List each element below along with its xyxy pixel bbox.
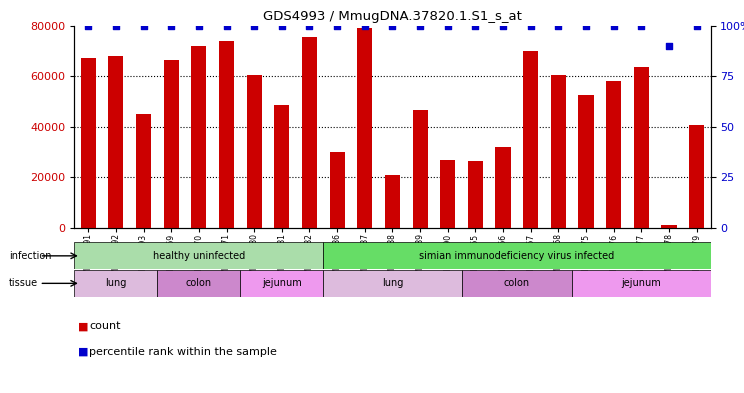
Text: healthy uninfected: healthy uninfected [153,251,245,261]
Text: ■: ■ [78,321,89,331]
Bar [80,59,96,228]
Point [690,22,702,29]
Bar [523,51,539,228]
Bar [330,152,344,228]
Bar [606,81,621,228]
Bar [246,75,262,228]
Bar [412,110,428,228]
Bar [357,28,373,228]
Bar [551,75,566,228]
Bar [324,242,711,269]
Bar [385,175,400,228]
Point [469,22,481,29]
Point [525,22,536,29]
Point [138,22,150,29]
Point [165,22,177,29]
Bar [496,147,510,228]
Point [387,22,399,29]
Bar [689,125,705,228]
Bar [578,95,594,228]
Point [83,22,94,29]
Text: jejunum: jejunum [262,278,302,288]
Point [304,22,315,29]
Bar [219,41,234,228]
Bar [661,226,676,228]
Point [276,22,288,29]
Text: simian immunodeficiency virus infected: simian immunodeficiency virus infected [420,251,615,261]
Text: lung: lung [382,278,403,288]
Bar [191,46,207,228]
Point [497,22,509,29]
Point [608,22,620,29]
Bar [74,270,158,297]
Point [359,22,371,29]
Text: colon: colon [186,278,212,288]
Title: GDS4993 / MmugDNA.37820.1.S1_s_at: GDS4993 / MmugDNA.37820.1.S1_s_at [263,10,522,23]
Point [110,22,122,29]
Bar [109,56,124,228]
Point [193,22,205,29]
Bar [634,67,649,228]
Point [331,22,343,29]
Point [414,22,426,29]
Point [580,22,592,29]
Text: count: count [89,321,121,331]
Bar [164,60,179,228]
Bar [74,242,324,269]
Point [663,42,675,49]
Text: ■: ■ [78,347,89,357]
Bar [440,160,455,228]
Text: jejunum: jejunum [621,278,661,288]
Text: colon: colon [504,278,530,288]
Bar [275,105,289,228]
Point [635,22,647,29]
Bar [572,270,711,297]
Point [248,22,260,29]
Point [220,22,232,29]
Bar [468,161,483,228]
Bar [240,270,324,297]
Bar [324,270,461,297]
Bar [136,114,151,228]
Point [553,22,565,29]
Bar [158,270,240,297]
Text: infection: infection [9,251,51,261]
Bar [302,37,317,228]
Text: percentile rank within the sample: percentile rank within the sample [89,347,278,357]
Text: tissue: tissue [9,278,38,288]
Point [442,22,454,29]
Text: lung: lung [105,278,126,288]
Bar [461,270,572,297]
